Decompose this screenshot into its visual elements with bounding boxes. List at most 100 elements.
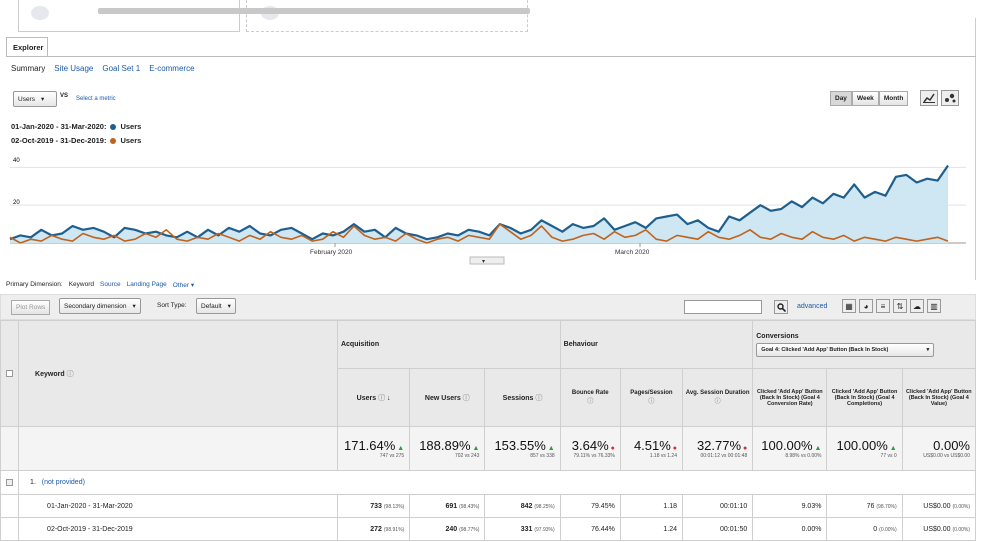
summary-cell: 4.51% ● 1.18 vs 1.24 — [619, 426, 684, 471]
keyword-header[interactable]: Keyword ⓘ — [18, 320, 338, 427]
plot-rows-button[interactable]: Plot Rows — [11, 300, 51, 315]
table-cell: US$0.00 (0.00%) — [901, 494, 977, 518]
comparison-view-icon[interactable]: ⇅ — [893, 299, 907, 313]
data-table: Keyword ⓘ Acquisition Behaviour Conversi… — [0, 320, 977, 541]
column-header-goal-value[interactable]: Clicked 'Add App' Button (Back In Stock)… — [901, 368, 977, 427]
collapse-chart-handle[interactable] — [469, 256, 505, 265]
chart-type-group — [920, 90, 959, 106]
summary-percent: 100.00% ▲ — [761, 438, 822, 453]
chevron-down-icon: ▾ — [482, 259, 485, 265]
row-keyword-link[interactable]: (not provided) — [41, 479, 85, 486]
column-header-goal-completions[interactable]: Clicked 'Add App' Button (Back In Stock)… — [826, 368, 903, 427]
summary-cell: 188.89% ▲ 702 vs 243 — [409, 426, 486, 471]
metric-select[interactable]: Users ▾ — [13, 91, 57, 107]
column-header-users[interactable]: Users ⓘ ↓ — [336, 368, 411, 427]
table-cell: US$0.00 (0.00%) — [901, 517, 977, 541]
summary-comparison: US$0.00 vs US$0.00 — [923, 453, 970, 459]
panel-border — [975, 18, 976, 280]
summary-percent: 32.77% ● — [696, 438, 748, 453]
sort-type-select[interactable]: Default ▾ — [196, 298, 236, 314]
legend-current: 01-Jan-2020 - 31-Mar-2020: Users — [11, 122, 141, 131]
dimension-source[interactable]: Source — [100, 281, 121, 288]
select-metric-link[interactable]: Select a metric — [76, 96, 116, 102]
conversions-group-header: Conversions Goal 4: Clicked 'Add App' Bu… — [752, 320, 976, 369]
sort-desc-icon: ↓ — [387, 394, 391, 402]
column-header-sessions[interactable]: Sessions ⓘ — [484, 368, 561, 427]
search-icon[interactable] — [774, 300, 788, 314]
help-icon: ⓘ — [462, 394, 470, 402]
vs-label: VS — [60, 93, 69, 99]
table-cell: 79.45% — [559, 494, 621, 518]
top-panel-left — [18, 0, 240, 32]
series-current-line — [9, 164, 949, 241]
term-cloud-icon[interactable]: ☁ — [910, 299, 924, 313]
table-cell: 331 (97.93%) — [484, 517, 561, 541]
chevron-down-icon: ▾ — [926, 346, 930, 353]
goal-select[interactable]: Goal 4: Clicked 'Add App' Button (Back I… — [756, 342, 935, 357]
trend-up-icon: ▲ — [470, 445, 480, 452]
table-cell: 00:01:10 — [681, 494, 754, 518]
table-row[interactable]: 1. (not provided) — [0, 470, 976, 495]
summary-cell: 153.55% ▲ 857 vs 338 — [484, 426, 561, 471]
secondary-dimension-select[interactable]: Secondary dimension ▾ — [59, 298, 141, 314]
table-search-input[interactable] — [684, 300, 762, 314]
subnav-ecommerce[interactable]: E-commerce — [149, 64, 195, 73]
tab-explorer[interactable]: Explorer — [6, 37, 48, 57]
table-cell: 842 (98.25%) — [484, 494, 561, 518]
summary-comparison: 857 vs 338 — [530, 453, 555, 459]
select-all-checkbox[interactable] — [6, 370, 14, 377]
chevron-down-icon: ▾ — [227, 303, 231, 310]
summary-percent: 100.00% ▲ — [836, 438, 897, 453]
row-index: 1. — [30, 479, 36, 486]
row-checkbox[interactable] — [6, 479, 14, 486]
table-cell: 76 (98.70%) — [826, 494, 903, 518]
advanced-search-link[interactable]: advanced — [797, 303, 828, 310]
help-icon: ⓘ — [378, 394, 386, 402]
dimension-other[interactable]: Other ▾ — [172, 282, 195, 289]
subnav-goal-set-1[interactable]: Goal Set 1 — [102, 64, 141, 73]
summary-percent: 4.51% ● — [633, 438, 677, 453]
dimension-landing-page[interactable]: Landing Page — [126, 281, 167, 288]
secondary-dimension-label: Secondary dimension — [64, 302, 127, 310]
column-header-pages-session[interactable]: Pages/Session ⓘ — [619, 368, 684, 427]
summary-comparison: 1.18 vs 1.24 — [649, 453, 677, 459]
legend-current-range: 01-Jan-2020 - 31-Mar-2020: — [11, 122, 107, 131]
table-view-icon[interactable]: ▦ — [842, 299, 856, 313]
trend-up-icon: ▲ — [887, 445, 897, 452]
top-scrollbar[interactable] — [98, 8, 530, 14]
sort-type-label: Sort Type: — [157, 302, 187, 309]
summary-comparison: 702 vs 243 — [454, 453, 480, 459]
dimension-keyword[interactable]: Keyword — [68, 281, 95, 288]
legend-previous-range: 02-Oct-2019 - 31-Dec-2019: — [11, 136, 107, 145]
help-icon[interactable]: ⓘ — [66, 370, 74, 378]
table-row: 01-Jan-2020 - 31-Mar-2020 733 (98.13%) 69… — [0, 494, 977, 518]
series-current-area — [10, 165, 948, 243]
avatar-icon — [31, 6, 49, 20]
help-icon: ⓘ — [714, 399, 721, 405]
acquisition-group-header: Acquisition — [336, 320, 561, 369]
pie-view-icon[interactable]: ◕ — [859, 299, 873, 313]
subnav-site-usage[interactable]: Site Usage — [54, 64, 94, 73]
column-header-goal-conversion-rate[interactable]: Clicked 'Add App' Button (Back In Stock)… — [752, 368, 828, 427]
column-header-new-users[interactable]: New Users ⓘ — [409, 368, 486, 427]
subnav-summary[interactable]: Summary — [11, 64, 46, 73]
select-all-cell — [0, 320, 20, 427]
column-header-bounce-rate[interactable]: Bounce Rate ⓘ — [559, 368, 621, 427]
time-granularity-group: Day Week Month — [830, 91, 909, 106]
table-view-group: ▦ ◕ ≡ ⇅ ☁ ▥ — [842, 299, 941, 313]
table-cell: 1.18 — [619, 494, 684, 518]
month-button[interactable]: Month — [878, 91, 909, 106]
users-line-chart[interactable]: 40 20 February 2020 March 2020 ▾ — [0, 150, 976, 265]
performance-view-icon[interactable]: ≡ — [876, 299, 890, 313]
pivot-view-icon[interactable]: ▥ — [927, 299, 941, 313]
trend-down-icon: ● — [608, 445, 615, 452]
week-button[interactable]: Week — [851, 91, 879, 106]
summary-comparison: 79.11% vs 76.33% — [573, 453, 615, 459]
motion-chart-icon[interactable] — [941, 90, 959, 106]
tab-divider — [6, 56, 976, 57]
line-chart-icon[interactable] — [920, 90, 938, 106]
summary-comparison: 00:01:12 vs 00:01:48 — [700, 453, 748, 459]
column-header-avg-duration[interactable]: Avg. Session Duration ⓘ — [681, 368, 754, 427]
day-button[interactable]: Day — [830, 91, 852, 106]
summary-cell: 171.64% ▲ 747 vs 275 — [336, 426, 411, 471]
